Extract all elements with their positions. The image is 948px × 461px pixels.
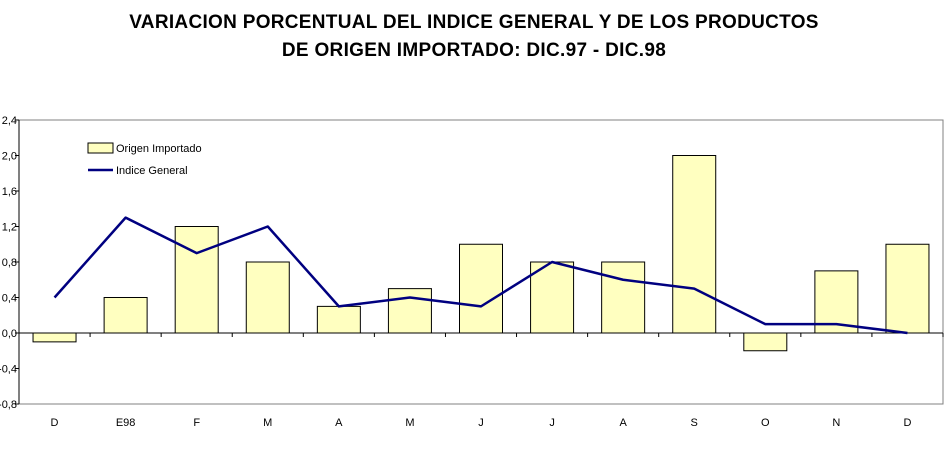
x-tick-label: A: [335, 417, 343, 429]
bar-origen-importado: [245, 261, 290, 334]
x-tick-label: M: [405, 417, 414, 429]
bar-origen-importado: [601, 261, 646, 334]
x-tick-label: S: [691, 417, 698, 429]
bar-origen-importado: [459, 243, 503, 334]
y-tick-label: 0,8: [2, 257, 17, 269]
bar-origen-importado: [316, 305, 361, 334]
bar-origen-importado: [174, 226, 219, 334]
legend-label-indice-general: Indice General: [116, 165, 188, 177]
y-tick-label: -0,4: [0, 364, 17, 376]
x-tick-label: F: [193, 417, 200, 429]
bar-origen-importado: [743, 332, 788, 352]
bar-origen-importado: [32, 332, 77, 343]
bar-origen-importado: [814, 270, 859, 334]
x-tick-label: N: [832, 417, 840, 429]
chart-title-line-2: DE ORIGEN IMPORTADO: DIC.97 - DIC.98: [281, 40, 667, 61]
y-tick-label: 0,4: [2, 293, 17, 305]
bar-origen-importado: [885, 243, 930, 334]
legend-label-origen-importado: Origen Importado: [116, 143, 202, 155]
x-tick-label: J: [478, 417, 484, 429]
bar-origen-importado: [103, 297, 148, 334]
x-tick-label: D: [51, 417, 59, 429]
line-indice-general: [53, 216, 908, 335]
y-tick-label: 2,0: [2, 151, 17, 163]
x-tick-label: J: [549, 417, 555, 429]
x-tick-label: D: [903, 417, 911, 429]
y-tick-label: 1,2: [2, 222, 17, 234]
bar-origen-importado: [530, 261, 575, 334]
y-tick-label: 2,4: [2, 115, 17, 127]
y-tick-label: 1,6: [2, 186, 17, 198]
bar-origen-importado: [387, 288, 432, 334]
x-tick-label: A: [619, 417, 627, 429]
x-tick-label: M: [263, 417, 272, 429]
legend-swatch-origen-importado: [87, 142, 114, 154]
y-tick-label: 0,0: [2, 328, 17, 340]
x-tick-label: E98: [116, 417, 136, 429]
bar-origen-importado: [672, 155, 717, 334]
chart-title-line-1: VARIACION PORCENTUAL DEL INDICE GENERAL …: [129, 12, 819, 33]
x-tick-label: O: [761, 417, 770, 429]
y-tick-label: -0,8: [0, 399, 17, 411]
